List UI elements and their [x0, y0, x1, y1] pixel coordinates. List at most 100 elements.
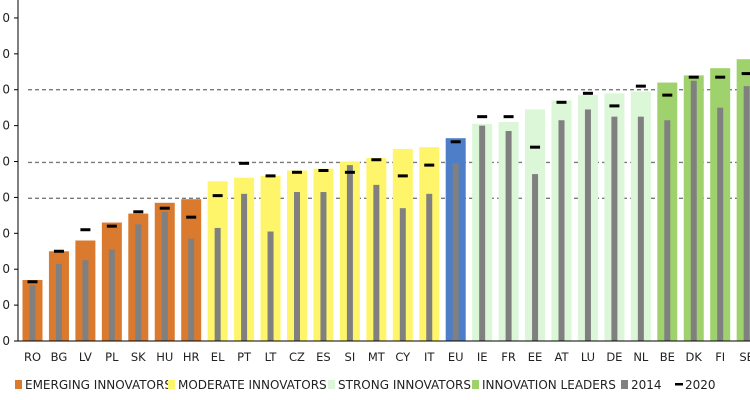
category-label-ro: RO — [24, 350, 41, 364]
category-label-hr: HR — [183, 350, 200, 364]
category-label-es: ES — [316, 350, 331, 364]
y-tick-label-2: 0 — [2, 262, 10, 276]
marker-2020-pl — [106, 224, 117, 228]
legend-label-2020: 2020 — [685, 378, 716, 392]
reference-lines — [28, 89, 750, 200]
bar-2014-de — [611, 116, 618, 341]
marker-2020-ie — [477, 115, 488, 119]
marker-2020-at — [556, 100, 567, 104]
category-label-be: BE — [660, 350, 675, 364]
category-label-lu: LU — [581, 350, 595, 364]
category-label-cz: CZ — [289, 350, 305, 364]
bar-2014-dk — [690, 80, 697, 342]
bar-2014-it — [426, 193, 433, 341]
bar-2014-at — [558, 120, 565, 341]
category-label-se: SE — [739, 350, 750, 364]
bar-2014-si — [346, 165, 353, 341]
marker-2020-es — [318, 169, 329, 172]
bars-2014 — [29, 80, 750, 342]
category-label-fr: FR — [501, 350, 516, 364]
bar-2014-pt — [241, 193, 248, 341]
marker-2020-sk — [133, 210, 144, 214]
bar-2014-be — [664, 120, 671, 341]
marker-2020-be — [662, 93, 673, 97]
category-label-mt: MT — [368, 350, 386, 364]
bar-2014-es — [320, 192, 327, 341]
bar-2014-hr — [188, 238, 195, 341]
marker-2020-hu — [159, 206, 170, 210]
marker-2020-se — [741, 72, 750, 76]
marker-2020-fi — [715, 75, 726, 79]
bar-2014-ee — [532, 174, 539, 341]
category-label-pl: PL — [105, 350, 119, 364]
y-tick-label-3: 0 — [2, 226, 10, 240]
y-tick-label-8: 0 — [2, 47, 10, 61]
legend-label-innovation-leaders: INNOVATION LEADERS — [482, 378, 616, 392]
marker-2020-pt — [239, 161, 250, 165]
y-tick-label-5: 0 — [2, 155, 10, 169]
bar-2014-pl — [108, 249, 115, 341]
bar-2014-cz — [294, 192, 300, 341]
marker-2020-el — [212, 194, 223, 198]
bar-2014-lv — [82, 260, 89, 341]
legend-swatch-2020 — [675, 383, 683, 386]
marker-2020-lv — [80, 228, 91, 232]
markers-2020 — [27, 72, 750, 284]
legend-swatch-moderate-innovators — [168, 380, 175, 389]
legend-swatch-2014 — [621, 380, 628, 389]
marker-2020-lu — [582, 91, 593, 95]
bar-2014-cy — [399, 208, 406, 341]
x-axis: RO BG LV PL SK HU HR EL PT LT CZ ES SI MT CY IT EU IE FR EE… — [18, 340, 750, 364]
bar-2014-hu — [161, 211, 168, 341]
category-label-ee: EE — [528, 350, 543, 364]
category-label-ie: IE — [477, 350, 488, 364]
category-label-dk: DK — [686, 350, 703, 364]
y-tick-label-7: 0 — [2, 83, 10, 97]
marker-2020-hr — [186, 215, 197, 219]
bar-2014-mt — [373, 184, 380, 341]
y-tick-label-9: 0 — [2, 11, 10, 25]
marker-2020-bg — [53, 249, 64, 253]
category-label-el: EL — [211, 350, 225, 364]
marker-2020-cy — [397, 174, 408, 178]
bar-2014-fi — [717, 107, 724, 342]
category-label-sk: SK — [131, 350, 146, 364]
bar-2014-ie — [479, 125, 486, 341]
legend-label-strong-innovators: STRONG INNOVATORS — [338, 378, 471, 392]
category-label-pt: PT — [237, 350, 252, 364]
category-label-fi: FI — [715, 350, 725, 364]
y-tick-label-4: 0 — [2, 190, 10, 204]
marker-2020-dk — [688, 75, 699, 79]
legend-label-moderate-innovators: MODERATE INNOVATORS — [178, 378, 327, 392]
legend-label-2014: 2014 — [631, 378, 662, 392]
bar-2014-lt — [267, 231, 274, 341]
y-tick-label-6: 0 — [2, 119, 10, 133]
marker-2020-ro — [27, 280, 38, 284]
marker-2020-cz — [292, 170, 302, 174]
category-label-lv: LV — [79, 350, 92, 364]
marker-2020-lt — [265, 174, 276, 178]
marker-2020-it — [424, 163, 435, 167]
bar-2014-fr — [505, 131, 512, 341]
category-label-de: DE — [606, 350, 622, 364]
bar-2014-eu — [452, 163, 459, 341]
legend-label-emerging-innovators: EMERGING INNOVATORS — [25, 378, 172, 392]
category-label-cy: CY — [395, 350, 411, 364]
y-tick-label-1: 0 — [2, 298, 10, 312]
legend-swatch-emerging-innovators — [15, 380, 22, 389]
marker-2020-eu — [450, 140, 461, 144]
marker-2020-nl — [635, 84, 646, 88]
category-label-lt: LT — [265, 350, 278, 364]
bar-2014-el — [214, 227, 221, 341]
marker-2020-si — [344, 170, 355, 174]
category-label-hu: HU — [156, 350, 173, 364]
category-label-nl: NL — [633, 350, 649, 364]
bar-2014-lu — [584, 109, 591, 342]
category-label-eu: EU — [448, 350, 464, 364]
legend-swatch-innovation-leaders — [472, 380, 479, 389]
marker-2020-de — [609, 104, 620, 108]
bar-2014-nl — [637, 116, 644, 341]
bar-2014-sk — [135, 224, 142, 341]
marker-2020-mt — [371, 158, 382, 162]
bar-2014-se — [743, 86, 750, 341]
